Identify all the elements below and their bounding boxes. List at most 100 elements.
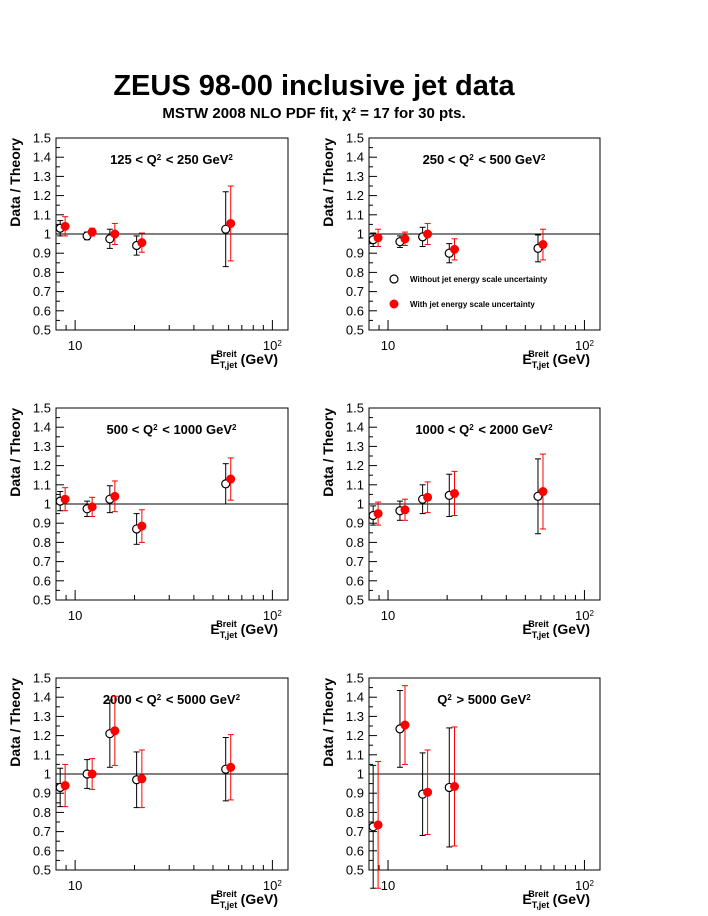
y-tick-label: 1.4	[346, 150, 364, 165]
data-point-filled	[137, 238, 147, 248]
y-tick-label: 1.4	[346, 420, 364, 435]
x-axis-label: ET,jetBreit (GeV)	[210, 889, 278, 910]
panel-6: 0.5 0.6 0.7 0.8 0.9 1 1.1 1.2 1.3 1.4 1.5 10 102 Data…	[320, 671, 601, 910]
y-tick-label: 1.4	[33, 420, 51, 435]
data-point-filled	[226, 762, 236, 772]
data-point-filled	[423, 492, 433, 502]
x-tick-label: 10	[68, 338, 82, 353]
y-tick-label: 0.6	[346, 573, 364, 588]
y-tick-label: 0.8	[346, 535, 364, 550]
y-tick-label: 1.1	[33, 207, 51, 222]
y-tick-label: 1.4	[346, 690, 364, 705]
y-tick-label: 1.4	[33, 690, 51, 705]
y-tick-label: 0.9	[33, 516, 51, 531]
data-point-filled	[373, 820, 383, 830]
x-tick-label: 102	[263, 338, 282, 353]
data-point-filled	[226, 218, 236, 228]
y-tick-label: 0.8	[33, 805, 51, 820]
y-tick-label: 1.2	[346, 188, 364, 203]
data-point-filled	[373, 509, 383, 519]
data-point-filled	[450, 781, 460, 791]
data-point-filled	[400, 505, 410, 515]
y-tick-label: 1	[44, 497, 51, 512]
x-axis-label: ET,jetBreit (GeV)	[522, 619, 590, 640]
y-tick-label: 1.3	[33, 169, 51, 184]
y-tick-label: 0.6	[33, 843, 51, 858]
x-tick-label: 10	[68, 608, 82, 623]
x-tick-label: 10	[381, 338, 395, 353]
x-tick-label: 10	[381, 878, 395, 893]
panel-3: 0.5 0.6 0.7 0.8 0.9 1 1.1 1.2 1.3 1.4 1.5 10 102 Data…	[7, 401, 289, 640]
y-tick-label: 1.5	[33, 401, 51, 416]
y-tick-label: 0.9	[346, 786, 364, 801]
data-point-filled	[400, 720, 410, 730]
data-point-filled	[373, 233, 383, 243]
y-tick-label: 0.6	[33, 573, 51, 588]
y-tick-label: 0.8	[346, 265, 364, 280]
y-tick-label: 0.8	[346, 805, 364, 820]
y-tick-label: 0.5	[346, 323, 364, 338]
y-tick-label: 1.2	[346, 728, 364, 743]
y-tick-label: 1.3	[33, 709, 51, 724]
y-tick-label: 0.8	[33, 265, 51, 280]
y-tick-label: 1.5	[346, 671, 364, 686]
y-axis-label: Data / Theory	[7, 138, 23, 227]
x-axis-label: ET,jetBreit (GeV)	[210, 619, 278, 640]
y-tick-label: 1	[357, 767, 364, 782]
data-point-filled	[60, 221, 70, 231]
data-point-open	[221, 224, 231, 234]
y-tick-label: 1.5	[33, 671, 51, 686]
y-tick-label: 1	[44, 767, 51, 782]
panel-title: 500 < Q2 < 1000 GeV2	[106, 422, 237, 437]
data-point-filled	[423, 787, 433, 797]
y-tick-label: 0.5	[33, 863, 51, 878]
y-axis-label: Data / Theory	[320, 138, 336, 227]
y-tick-label: 1	[357, 227, 364, 242]
data-point-filled	[87, 769, 97, 779]
x-axis-label: ET,jetBreit (GeV)	[522, 349, 590, 370]
x-tick-label: 102	[263, 878, 282, 893]
y-tick-label: 1.5	[33, 131, 51, 146]
y-tick-label: 0.5	[33, 593, 51, 608]
x-tick-label: 102	[575, 878, 594, 893]
y-tick-label: 0.6	[33, 303, 51, 318]
y-tick-label: 1.2	[346, 458, 364, 473]
data-point-filled	[538, 240, 548, 250]
y-tick-label: 1.1	[346, 747, 364, 762]
y-tick-label: 0.5	[33, 323, 51, 338]
y-tick-label: 0.8	[33, 535, 51, 550]
data-point-filled	[110, 726, 120, 736]
y-tick-label: 1	[357, 497, 364, 512]
data-point-filled	[87, 227, 97, 237]
data-point-filled	[226, 474, 236, 484]
y-tick-label: 0.7	[33, 824, 51, 839]
data-point-filled	[60, 494, 70, 504]
panel-title: 125 < Q2 < 250 GeV2	[110, 152, 234, 167]
y-tick-label: 1.5	[346, 131, 364, 146]
panel-2: 0.5 0.6 0.7 0.8 0.9 1 1.1 1.2 1.3 1.4 1.5 10 102 Data…	[320, 131, 601, 370]
y-tick-label: 0.9	[33, 786, 51, 801]
data-point-filled	[137, 774, 147, 784]
y-tick-label: 0.7	[33, 554, 51, 569]
y-tick-label: 0.7	[346, 284, 364, 299]
y-tick-label: 1.3	[346, 169, 364, 184]
legend-marker-open	[389, 274, 399, 284]
x-tick-label: 102	[575, 608, 594, 623]
data-point-filled	[87, 502, 97, 512]
y-axis-label: Data / Theory	[320, 678, 336, 767]
y-tick-label: 1.2	[33, 728, 51, 743]
x-axis-label: ET,jetBreit (GeV)	[210, 349, 278, 370]
y-tick-label: 0.5	[346, 593, 364, 608]
panel-4: 0.5 0.6 0.7 0.8 0.9 1 1.1 1.2 1.3 1.4 1.5 10 102 Data…	[320, 401, 601, 640]
panel-5: 0.5 0.6 0.7 0.8 0.9 1 1.1 1.2 1.3 1.4 1.5 10 102 Data…	[7, 671, 289, 910]
y-tick-label: 0.7	[346, 554, 364, 569]
legend-marker-filled	[389, 299, 399, 309]
x-tick-label: 10	[68, 878, 82, 893]
y-tick-label: 1.1	[33, 747, 51, 762]
y-tick-label: 0.9	[33, 246, 51, 261]
y-tick-label: 1.4	[33, 150, 51, 165]
data-point-filled	[450, 488, 460, 498]
y-tick-label: 1.2	[33, 458, 51, 473]
y-tick-label: 0.9	[346, 516, 364, 531]
